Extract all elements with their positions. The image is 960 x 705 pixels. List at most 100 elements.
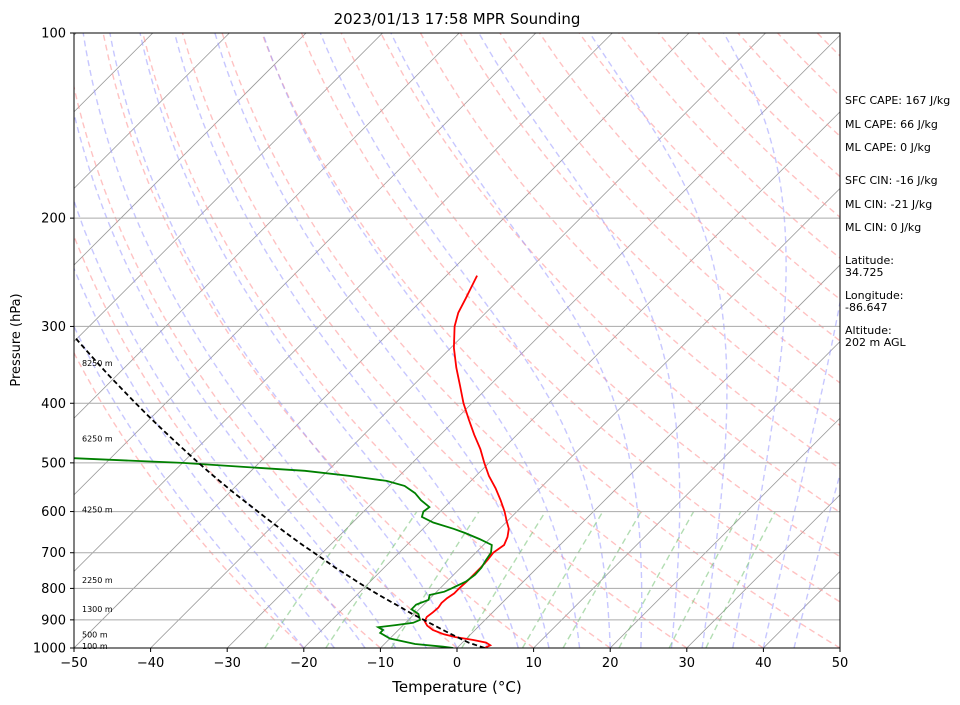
- height-label: 2250 m: [82, 576, 113, 585]
- background-reference-lines: [74, 33, 840, 648]
- altitude-label: Altitude:: [845, 324, 892, 337]
- y-tick-label: 400: [41, 397, 66, 412]
- latitude-label: Latitude:: [845, 254, 894, 267]
- y-tick-label: 600: [41, 505, 66, 520]
- y-tick-label: 1000: [33, 642, 66, 657]
- moist-adiabat-line: [109, 33, 458, 648]
- temperature-trace: [423, 275, 510, 648]
- longitude-label: Longitude:: [845, 289, 903, 302]
- mixing-ratio-line: [618, 511, 695, 648]
- moist-adiabat-line: [82, 33, 427, 648]
- sfc-cape-text: SFC CAPE: 167 J/kg: [845, 94, 950, 107]
- ml-cape-text-2: ML CAPE: 0 J/kg: [845, 141, 931, 154]
- sounding-traces: [74, 275, 510, 648]
- sfc-cin-text: SFC CIN: -16 J/kg: [845, 174, 938, 187]
- isotherm-line: [74, 33, 690, 648]
- isotherm-line: [533, 341, 840, 648]
- ml-cin-text-2: ML CIN: 0 J/kg: [845, 221, 921, 234]
- x-axis-label: Temperature (°C): [391, 678, 521, 696]
- isotherm-line: [74, 33, 613, 572]
- moist-adiabat-line: [214, 33, 550, 648]
- ml-cape-text-1: ML CAPE: 66 J/kg: [845, 118, 938, 131]
- isotherm-line: [380, 187, 840, 648]
- height-label: 4250 m: [82, 506, 113, 515]
- mixing-ratio-line: [264, 511, 360, 648]
- y-tick-label: 100: [41, 27, 66, 42]
- dry-adiabat-line: [578, 33, 840, 301]
- dry-adiabat-line: [221, 33, 764, 648]
- x-tick-label: 10: [525, 656, 542, 671]
- isotherm-line: [74, 33, 383, 343]
- x-tick-label: 0: [453, 656, 461, 671]
- x-tick-label: −20: [290, 656, 317, 671]
- y-tick-label: 500: [41, 456, 66, 471]
- longitude-value: -86.647: [845, 301, 887, 314]
- x-tick-label: 20: [602, 656, 619, 671]
- isotherm-line: [74, 33, 307, 266]
- dry-adiabat-line: [261, 33, 840, 648]
- isotherm-line: [303, 111, 840, 648]
- height-label: 1300 m: [82, 605, 113, 614]
- x-tick-label: 50: [832, 656, 849, 671]
- y-tick-label: 200: [41, 212, 66, 227]
- dry-adiabat-line: [74, 84, 458, 648]
- moist-adiabat-line: [319, 33, 611, 648]
- isotherm-line: [609, 417, 840, 648]
- x-tick-label: −30: [213, 656, 240, 671]
- moist-adiabat-line: [262, 33, 581, 648]
- x-tick-label: −10: [367, 656, 394, 671]
- moist-adiabat-line: [478, 33, 681, 648]
- mixing-ratio-line: [562, 511, 642, 648]
- dry-adiabat-line: [74, 351, 305, 648]
- ml-cin-text-1: ML CIN: -21 J/kg: [845, 198, 932, 211]
- x-axis-ticks: −50 −40 −30 −20 −10 0 10 20 30 40 50: [60, 648, 848, 671]
- moist-adiabat-line: [723, 33, 787, 648]
- moist-adiabat-line: [74, 266, 335, 648]
- isotherm-line: [226, 34, 840, 648]
- x-tick-label: 40: [755, 656, 772, 671]
- moist-adiabat-line: [762, 298, 840, 648]
- isotherm-line: [150, 33, 766, 648]
- isobar-gridlines: [74, 217, 840, 621]
- parcel-trace: [74, 334, 485, 648]
- plot-frame: [73, 32, 841, 649]
- moist-adiabat-line: [793, 471, 840, 648]
- moist-adiabat-line: [589, 33, 728, 648]
- moist-adiabat-line: [139, 33, 489, 648]
- isotherm-line: [686, 494, 840, 648]
- dry-adiabat-line: [181, 33, 688, 648]
- x-tick-label: 30: [679, 656, 696, 671]
- isotherm-line: [74, 33, 230, 189]
- latitude-value: 34.725: [845, 266, 884, 279]
- y-tick-label: 900: [41, 613, 66, 628]
- mixing-ratio-line: [390, 511, 480, 648]
- dry-adiabat-line: [102, 33, 535, 648]
- y-tick-label: 300: [41, 320, 66, 335]
- moist-adiabat-line: [173, 33, 519, 648]
- y-tick-label: 800: [41, 582, 66, 597]
- mixing-ratio-line: [461, 511, 547, 648]
- mixing-ratio-line: [521, 511, 604, 648]
- isotherm-line: [74, 33, 537, 496]
- height-label: 100 m: [82, 642, 108, 651]
- moist-adiabat-line: [74, 110, 397, 648]
- isotherm-line: [74, 33, 460, 419]
- dry-adiabat-line: [142, 33, 611, 648]
- mixing-ratio-line: [705, 511, 776, 648]
- y-axis-label: Pressure (hPa): [9, 293, 24, 386]
- y-axis-ticks: 100 200 300 400 500 600 700 800 900 1000: [33, 27, 74, 657]
- moist-adiabat-line: [74, 198, 366, 648]
- height-label: 6250 m: [82, 434, 113, 443]
- mixing-ratio-line: [668, 511, 742, 648]
- dewpoint-trace: [74, 457, 493, 648]
- chart-title: 2023/01/13 17:58 MPR Sounding: [334, 10, 581, 28]
- altitude-value: 202 m AGL: [845, 336, 907, 349]
- mixing-ratio-line: [325, 511, 418, 648]
- height-label: 500 m: [82, 631, 108, 640]
- stats-panel: SFC CAPE: 167 J/kg ML CAPE: 66 J/kg ML C…: [845, 94, 950, 349]
- moist-adiabat-line: [390, 33, 643, 648]
- y-tick-label: 700: [41, 546, 66, 561]
- x-tick-label: −50: [60, 656, 87, 671]
